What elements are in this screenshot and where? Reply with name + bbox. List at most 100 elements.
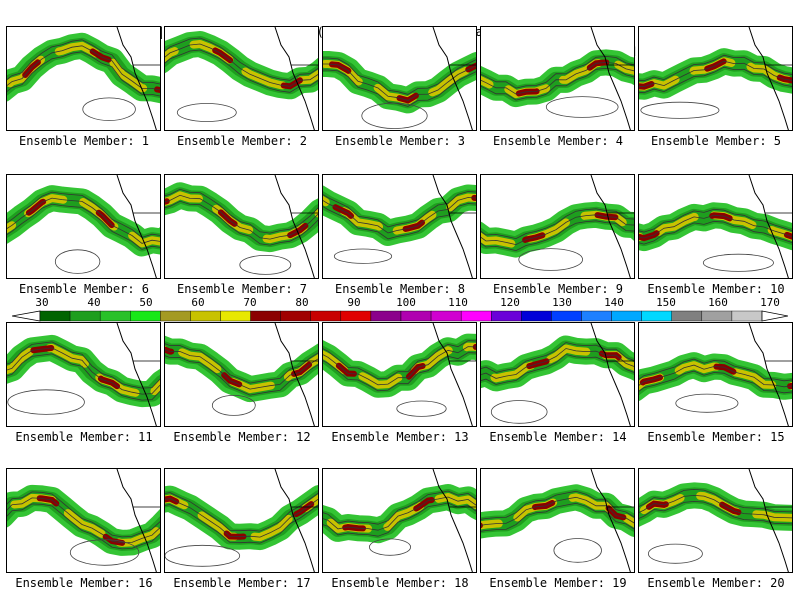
colorbar-tick-label: 170 [760,296,780,309]
map-plot [323,469,476,572]
colorbar-ticks: 30 40 50 60 70 80 90 100 110 120 130 140 150 160 170 [12,296,788,310]
map-plot [639,175,792,278]
colorbar-tick-label: 120 [500,296,520,309]
map-plot [481,469,634,572]
height-contour [323,57,476,95]
height-contour [165,355,318,396]
ensemble-map-19 [480,468,635,573]
colorbar-swatch [160,310,191,322]
colorbar-tick-label: 30 [35,296,49,309]
map-plot [7,175,160,278]
coastline [748,469,789,572]
height-contour [7,503,160,550]
closed-height-contour [211,395,256,416]
colorbar-tick-label: 90 [347,296,361,309]
colorbar-swatch [521,310,552,322]
ensemble-map-12 [164,322,319,427]
ensemble-member-label: Ensemble Member: 3 [334,134,466,148]
height-contour [7,497,160,544]
colorbar-tick-label: 70 [243,296,257,309]
height-contour [481,490,634,520]
height-contour [7,347,160,395]
closed-height-contour [518,248,583,271]
height-contour [481,214,634,246]
colorbar-swatch [731,310,763,322]
colorbar-swatch [340,310,372,322]
height-contour [639,208,792,233]
height-contour [323,203,476,240]
height-contour [323,496,476,531]
colorbar-swatch [641,310,672,322]
closed-height-contour [702,253,774,272]
ensemble-map-18 [322,468,477,573]
height-contour [639,54,792,82]
ensemble-member-label: Ensemble Member: 4 [492,134,624,148]
colorbar-tick-label: 100 [396,296,416,309]
colorbar-tick-label: 150 [656,296,676,309]
height-contour [165,349,318,390]
coastline [748,323,789,426]
ensemble-member-label: Ensemble Member: 5 [650,134,782,148]
closed-height-contour [545,96,619,118]
coastline [116,175,157,278]
height-contour [165,188,318,234]
ensemble-member-label: Ensemble Member: 18 [331,576,469,590]
closed-height-contour [553,538,602,563]
closed-height-contour [54,249,101,274]
ensemble-member-label: Ensemble Member: 13 [331,430,469,444]
ensemble-map-20 [638,468,793,573]
height-contour [165,343,318,384]
colorbar-swatch [551,310,582,322]
colorbar-tick-label: 160 [708,296,728,309]
colorbar-swatch [430,310,462,322]
ensemble-map-10 [638,174,793,279]
colorbar-swatch [370,310,402,322]
colorbar-swatch [671,310,703,322]
height-contour [165,200,318,246]
map-plot [7,27,160,130]
map-plot [165,175,318,278]
height-contour [323,197,476,234]
ensemble-map-5 [638,26,793,131]
height-contour [481,354,634,385]
ensemble-member-label: Ensemble Member: 8 [334,282,466,296]
height-contour [323,490,476,525]
height-contour [323,340,476,380]
colorbar-tick-label: 40 [87,296,101,309]
colorbar-tick-label: 140 [604,296,624,309]
isotach-colorbar: 30 40 50 60 70 80 90 100 110 120 130 140 150 160 170 [12,296,788,326]
ensemble-member-label: Ensemble Member: 16 [15,576,153,590]
ensemble-map-7 [164,174,319,279]
coastline [116,27,157,130]
coastline [432,27,473,130]
map-plot [639,323,792,426]
colorbar-swatch [190,310,221,322]
colorbar-max-arrow [761,310,788,322]
ensemble-map-15 [638,322,793,427]
height-contour [7,353,160,401]
colorbar-tick-label: 130 [552,296,572,309]
map-plot [7,323,160,426]
height-contour [165,498,318,538]
ensemble-map-2 [164,26,319,131]
ensemble-map-11 [6,322,161,427]
colorbar-tick-label: 80 [295,296,309,309]
colorbar-swatch [280,310,311,322]
coastline [116,323,157,426]
map-plot [165,323,318,426]
height-contour [7,203,160,250]
map-plot [165,27,318,130]
coastline [432,469,473,572]
colorbar-tick-label: 60 [191,296,205,309]
height-contour [165,49,318,93]
height-contour [639,214,792,239]
ensemble-member-label: Ensemble Member: 1 [18,134,150,148]
closed-height-contour [648,543,703,564]
height-contour [639,500,792,525]
coastline [432,323,473,426]
height-contour [639,60,792,88]
ensemble-map-3 [322,26,477,131]
ensemble-member-label: Ensemble Member: 12 [173,430,311,444]
closed-height-contour [333,248,393,264]
colorbar-tick-label: 50 [139,296,153,309]
